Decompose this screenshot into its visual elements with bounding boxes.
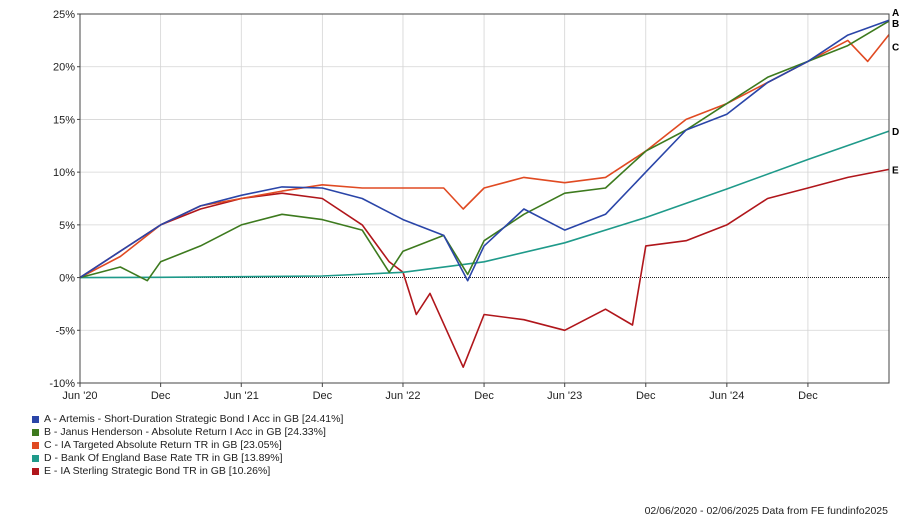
legend-swatch [32, 416, 39, 423]
chart-series [79, 19, 890, 369]
legend-swatch [32, 442, 39, 449]
x-tick-label: Jun '24 [709, 390, 744, 402]
legend-label: B - Janus Henderson - Absolute Return I … [44, 426, 326, 438]
series-line-e [79, 168, 890, 369]
legend-item-d[interactable]: D - Bank Of England Base Rate TR in GB [… [32, 452, 343, 465]
legend-item-c[interactable]: C - IA Targeted Absolute Return TR in GB… [32, 439, 343, 452]
y-tick-label: 10% [53, 167, 75, 179]
legend-label: A - Artemis - Short-Duration Strategic B… [44, 413, 344, 425]
end-label-b: B [892, 19, 899, 30]
y-tick-label: 20% [53, 62, 75, 74]
end-label-d: D [892, 127, 899, 138]
x-tick-label: Jun '20 [62, 390, 97, 402]
x-tick-label: Jun '23 [547, 390, 582, 402]
legend-swatch [32, 468, 39, 475]
legend-swatch [32, 429, 39, 436]
data-source-footer: 02/06/2020 - 02/06/2025 Data from FE fun… [644, 505, 888, 517]
series-line-d [79, 130, 890, 279]
x-axis-ticks: Jun '20 Dec Jun '21 Dec Jun '22 Dec Jun '23 Dec… [62, 383, 818, 402]
y-tick-label: -5% [55, 325, 75, 337]
y-tick-label: 5% [59, 220, 75, 232]
y-tick-label: 25% [53, 9, 75, 21]
x-tick-label: Dec [636, 390, 656, 402]
x-tick-label: Dec [474, 390, 494, 402]
end-label-e: E [892, 165, 899, 176]
x-tick-label: Jun '22 [385, 390, 420, 402]
y-tick-label: 0% [59, 273, 75, 285]
legend-label: E - IA Sterling Strategic Bond TR in GB … [44, 465, 271, 477]
line-chart: -10%-5%0%5%10%15%20%25% Jun '20 Dec Jun '2… [49, 8, 899, 402]
chart-grid [79, 13, 889, 384]
legend-item-b[interactable]: B - Janus Henderson - Absolute Return I … [32, 426, 343, 439]
legend-item-a[interactable]: A - Artemis - Short-Duration Strategic B… [32, 413, 343, 426]
legend-swatch [32, 455, 39, 462]
legend-label: C - IA Targeted Absolute Return TR in GB… [44, 439, 282, 451]
end-label-a: A [892, 8, 899, 19]
series-line-a [79, 19, 890, 282]
y-axis-ticks: -10% -5% 0% 5% 10% 15% 20% 25% [49, 9, 80, 390]
y-tick-label: -10% [49, 378, 75, 390]
legend-item-e[interactable]: E - IA Sterling Strategic Bond TR in GB … [32, 465, 343, 478]
x-tick-label: Dec [151, 390, 171, 402]
x-tick-label: Dec [798, 390, 818, 402]
legend-label: D - Bank Of England Base Rate TR in GB [… [44, 452, 283, 464]
series-end-labels: AB C D E [892, 8, 899, 176]
x-tick-label: Jun '21 [224, 390, 259, 402]
end-label-c: C [892, 43, 899, 54]
series-line-b [79, 20, 890, 282]
y-tick-label: 15% [53, 114, 75, 126]
chart-legend: A - Artemis - Short-Duration Strategic B… [32, 413, 343, 478]
x-tick-label: Dec [313, 390, 333, 402]
